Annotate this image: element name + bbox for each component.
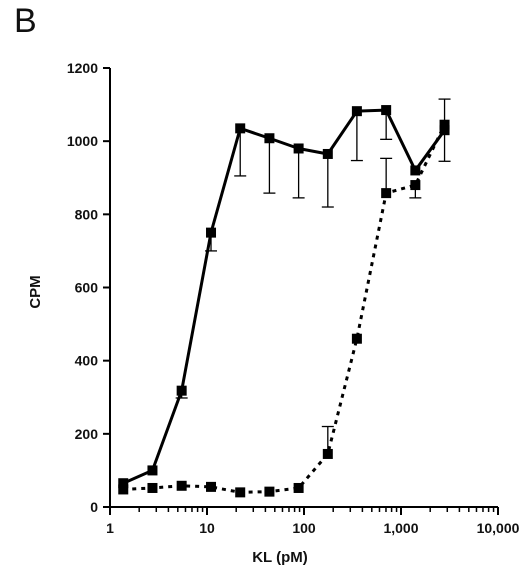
x-tick-label: 10 <box>199 520 215 536</box>
series-2-point <box>206 481 217 492</box>
y-tick-label: 800 <box>75 206 99 222</box>
series-2-point <box>322 448 333 459</box>
panel-letter: B <box>14 2 37 40</box>
series-2-point <box>293 482 304 493</box>
series-1-point <box>410 165 421 176</box>
series-1-point <box>264 133 275 144</box>
y-tick-label: 200 <box>75 426 99 442</box>
y-tick-label: 0 <box>90 499 98 515</box>
y-tick-label: 600 <box>75 280 99 296</box>
y-axis-label: CPM <box>27 275 44 308</box>
series-2-point <box>176 480 187 491</box>
series-1-point <box>293 143 304 154</box>
x-tick-label: 1,000 <box>383 520 418 536</box>
series-2-point <box>439 119 450 130</box>
series-2-point <box>351 333 362 344</box>
series-1-point <box>322 148 333 159</box>
x-tick-label: 1 <box>106 520 114 536</box>
series-1-line <box>122 108 446 485</box>
series-2-point <box>235 487 246 498</box>
plot-area: 0 200 400 600 800 1000 1200 1 10 100 1,000 10,000 <box>67 60 520 536</box>
series-2-point <box>147 482 158 493</box>
series-2-point <box>381 188 392 199</box>
series-1-point <box>351 106 362 117</box>
series-1-point <box>206 227 217 238</box>
series-2-point <box>118 484 129 495</box>
series-2-line <box>123 124 446 494</box>
series-1-point <box>176 385 187 396</box>
x-axis-label: KL (pM) <box>252 549 308 566</box>
y-tick-label: 1000 <box>67 133 98 149</box>
x-tick-label: 100 <box>292 520 316 536</box>
series-1-point <box>147 465 158 476</box>
x-tick-label: 10,000 <box>477 520 520 536</box>
series-1-point <box>235 123 246 134</box>
series-2-point <box>264 486 275 497</box>
series-1-point <box>381 105 392 116</box>
series-1-point <box>118 478 129 489</box>
series-2-point <box>410 180 421 191</box>
y-tick-label: 1200 <box>67 60 98 76</box>
y-tick-label: 400 <box>75 353 99 369</box>
series-1-point <box>439 125 450 136</box>
